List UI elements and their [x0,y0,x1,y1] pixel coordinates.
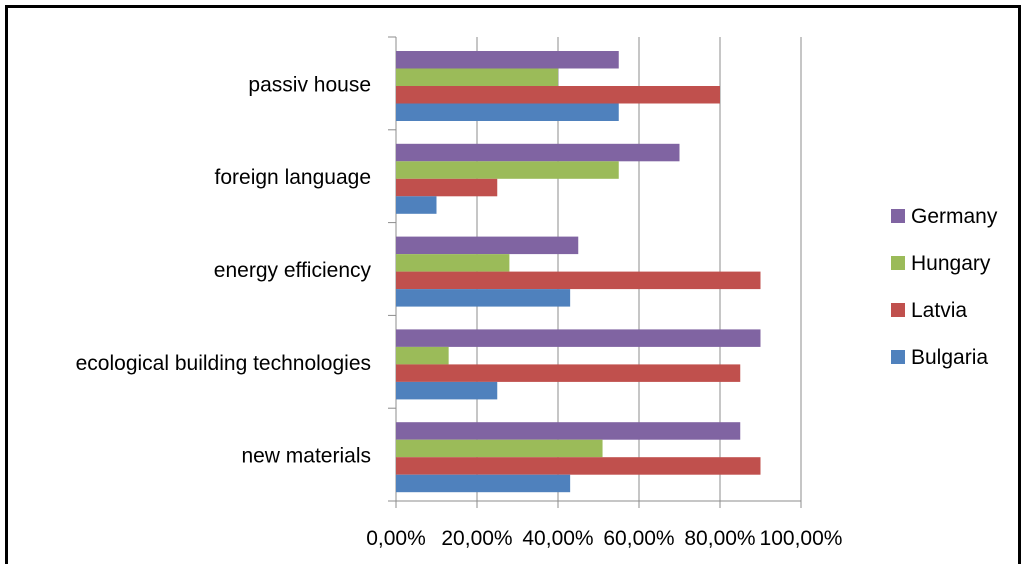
bar-hungary-4 [396,439,603,458]
x-tick-label: 20,00% [441,527,512,550]
legend-swatch-germany [891,209,905,223]
bar-bulgaria-4 [396,474,571,493]
category-label: new materials [241,445,371,468]
bar-germany-4 [396,422,741,440]
bars [396,51,761,493]
bar-latvia-2 [396,271,761,290]
chart-frame [5,5,1021,564]
x-tick-labels: 0,00% 20,00% 40,00% 60,00% 80,00% 100,00% [366,527,842,550]
x-tick-label: 40,00% [522,527,593,550]
x-tick-label: 0,00% [366,527,426,550]
bar-bulgaria-1 [396,196,437,214]
bar-hungary-1 [396,161,619,179]
legend: Germany Hungary Latvia Bulgaria [891,205,998,369]
legend-swatch-bulgaria [891,350,905,364]
legend-swatch-hungary [891,256,905,270]
category-label: energy efficiency [214,259,372,282]
bar-latvia-0 [396,86,720,104]
bar-germany-1 [396,143,680,162]
category-label: foreign language [215,166,371,189]
bar-germany-0 [396,51,619,69]
x-tick-label: 80,00% [684,527,755,550]
legend-swatch-latvia [891,303,905,317]
bar-bulgaria-0 [396,103,619,121]
x-tick-label: 100,00% [760,527,843,550]
category-label: ecological building technologies [76,352,371,375]
bar-germany-3 [396,329,761,347]
bar-hungary-0 [396,68,558,86]
bar-latvia-4 [396,457,761,475]
category-label: passiv house [248,73,371,96]
legend-label-latvia: Latvia [911,299,967,322]
bar-bulgaria-2 [396,289,571,307]
x-tick-label: 60,00% [603,527,674,550]
bar-latvia-1 [396,178,498,197]
category-labels: passiv house foreign language energy effic… [76,73,372,467]
legend-label-germany: Germany [911,205,998,228]
bar-bulgaria-3 [396,381,498,400]
legend-label-hungary: Hungary [911,252,991,275]
bar-hungary-3 [396,346,449,365]
bar-hungary-2 [396,254,510,272]
legend-label-bulgaria: Bulgaria [911,346,988,369]
bar-latvia-3 [396,364,741,382]
bar-germany-2 [396,236,579,255]
